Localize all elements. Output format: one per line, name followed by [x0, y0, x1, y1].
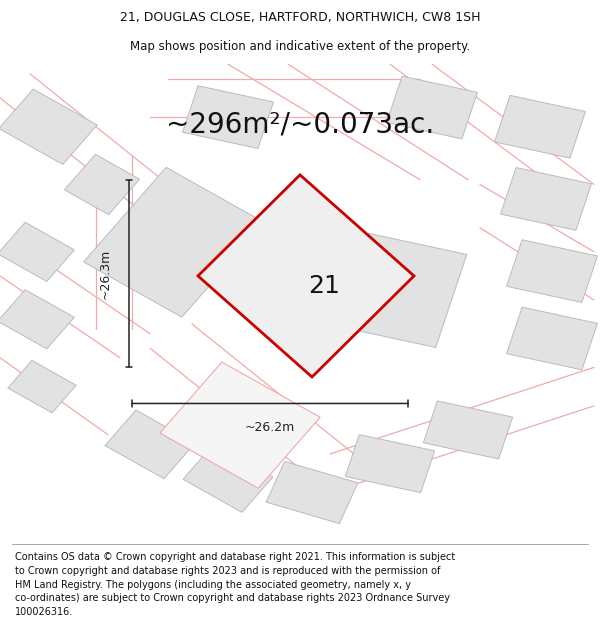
Polygon shape [500, 168, 592, 230]
Polygon shape [0, 289, 74, 349]
Text: 21, DOUGLAS CLOSE, HARTFORD, NORTHWICH, CW8 1SH: 21, DOUGLAS CLOSE, HARTFORD, NORTHWICH, … [120, 11, 480, 24]
Polygon shape [183, 444, 273, 512]
Polygon shape [83, 168, 265, 317]
Text: ~26.2m: ~26.2m [245, 421, 295, 434]
Text: Map shows position and indicative extent of the property.: Map shows position and indicative extent… [130, 40, 470, 52]
Text: Contains OS data © Crown copyright and database right 2021. This information is : Contains OS data © Crown copyright and d… [15, 552, 455, 617]
Text: ~296m²/~0.073ac.: ~296m²/~0.073ac. [166, 111, 434, 138]
Polygon shape [346, 434, 434, 492]
Polygon shape [506, 307, 598, 370]
Polygon shape [64, 154, 140, 214]
Polygon shape [506, 240, 598, 302]
Polygon shape [0, 222, 74, 281]
Polygon shape [182, 86, 274, 149]
Polygon shape [8, 361, 76, 413]
Polygon shape [0, 89, 97, 164]
Polygon shape [105, 410, 195, 479]
Text: ~26.3m: ~26.3m [98, 248, 112, 299]
Polygon shape [198, 175, 414, 377]
Text: 21: 21 [308, 274, 340, 298]
Polygon shape [160, 362, 320, 488]
Polygon shape [424, 401, 512, 459]
Polygon shape [386, 76, 478, 139]
Polygon shape [337, 233, 467, 348]
Polygon shape [494, 96, 586, 158]
Polygon shape [266, 461, 358, 524]
